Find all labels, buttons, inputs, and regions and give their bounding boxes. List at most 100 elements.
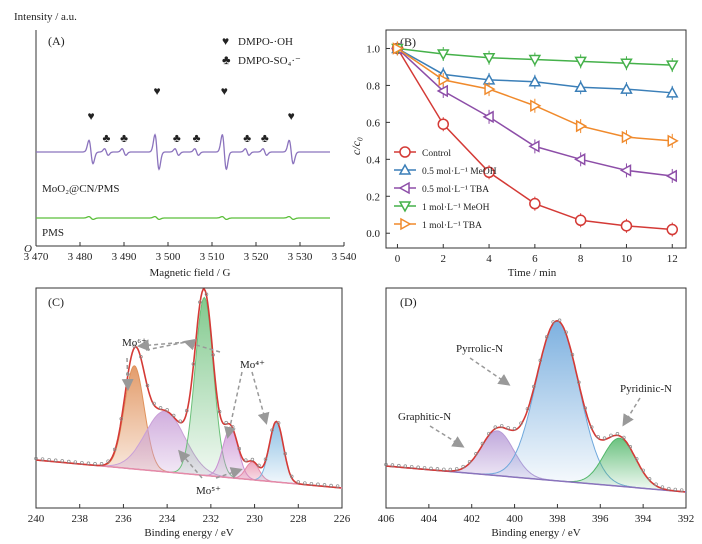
data-point (392, 42, 404, 55)
x-tick-label: 406 (378, 513, 395, 525)
data-point (400, 217, 412, 231)
x-tick-label: 232 (203, 513, 220, 525)
raw-point (263, 457, 268, 461)
so4-marker: ♣ (243, 131, 251, 145)
raw-point (119, 416, 123, 421)
raw-point (480, 441, 485, 446)
raw-point (198, 300, 202, 304)
oh-marker: ♥ (288, 109, 295, 123)
legend-label: 0.5 mol·L⁻¹ MeOH (422, 167, 497, 177)
raw-point (390, 463, 395, 467)
x-tick-label: 228 (290, 513, 307, 525)
panel-a: Intensity / a.u. (A) O 3 470 3 480 3 490 3 … (14, 11, 357, 279)
so4-marker: ♣ (193, 131, 201, 145)
data-point (483, 166, 495, 179)
raw-point (283, 451, 287, 456)
legend-oh-symbol: ♥ (222, 34, 229, 48)
raw-point (538, 358, 543, 363)
x-tick-label: 8 (578, 253, 584, 265)
series-1 mol·L⁻¹ MeOH (391, 41, 679, 73)
raw-point (165, 408, 169, 412)
panel-b-ticks: 0.0 0.2 0.4 0.6 0.8 1.0 0 2 4 6 8 10 12 (366, 43, 678, 265)
label-moo2-cn-pms: MoO₂@CN/PMS (42, 183, 120, 195)
raw-point (654, 482, 658, 486)
x-tick-label: 240 (28, 513, 45, 525)
annotation-mo4: Mo⁴⁺ (240, 359, 265, 371)
panel-a-label: (A) (48, 34, 65, 48)
x-tick-label: 226 (334, 513, 351, 525)
y-tick-label: 0.2 (366, 191, 380, 203)
data-point (574, 214, 587, 227)
data-point (619, 164, 632, 177)
x-tick-label: 236 (115, 513, 132, 525)
raw-point (132, 344, 137, 348)
data-point (574, 80, 587, 93)
data-point (620, 82, 633, 94)
raw-point (397, 463, 401, 468)
data-point (484, 82, 496, 96)
raw-point (416, 465, 420, 470)
raw-point (435, 467, 440, 471)
raw-point (276, 421, 281, 425)
x-tick-label: 3 530 (288, 251, 313, 263)
raw-point (454, 467, 459, 471)
data-point (575, 119, 588, 133)
label-pyridinic-n: Pyridinic-N (620, 383, 672, 395)
x-tick-label: 3 540 (332, 251, 357, 263)
raw-point (289, 474, 294, 479)
data-point (437, 118, 450, 130)
raw-point (474, 452, 478, 456)
y-tick-label: 0.4 (366, 154, 380, 166)
raw-point (211, 353, 215, 357)
raw-point (525, 407, 530, 411)
raw-point (467, 459, 472, 464)
raw-point (139, 355, 143, 359)
panel-d: (D) 406 404 402 400 398 396 394 392 Binding ene… (378, 287, 694, 539)
raw-point (448, 467, 453, 472)
x-tick-label: 12 (667, 253, 678, 265)
panel-b-series (390, 41, 679, 237)
panel-c-label: (C) (48, 295, 64, 309)
panel-b-legend: Control 0.5 mol·L⁻¹ MeOH 0.5 mol·L⁻¹ TBA 1 … (394, 146, 497, 231)
raw-point (596, 435, 600, 439)
x-tick-label: 2 (441, 253, 447, 265)
data-point (528, 140, 540, 153)
series-1 mol·L⁻¹ TBA (392, 41, 679, 148)
x-tick-label: 238 (71, 513, 88, 525)
raw-point (429, 466, 433, 471)
x-tick-label: 3 490 (112, 251, 137, 263)
raw-point (112, 447, 117, 452)
raw-point (384, 462, 388, 467)
panel-b-xlabel: Time / min (508, 267, 557, 279)
raw-point (519, 421, 523, 425)
x-tick-label: 3 520 (244, 251, 269, 263)
raw-point (647, 477, 652, 481)
raw-point (660, 485, 665, 489)
raw-point (178, 419, 183, 423)
legend-label: 1 mol·L⁻¹ TBA (422, 221, 482, 231)
data-point (436, 84, 449, 98)
data-point (482, 52, 496, 65)
raw-point (589, 425, 594, 429)
raw-point (506, 426, 510, 430)
raw-point (171, 413, 176, 418)
x-tick-label: 3 510 (200, 251, 225, 263)
oh-marker: ♥ (153, 84, 160, 98)
series-pms-spectrum (36, 215, 330, 221)
raw-point (403, 464, 408, 468)
data-point (398, 181, 410, 195)
raw-point (296, 480, 301, 484)
panel-a-xlabel: Magnetic field / G (150, 267, 231, 279)
raw-point (316, 482, 320, 487)
raw-point (628, 444, 633, 449)
panel-d-xlabel: Binding energy / eV (491, 527, 580, 539)
x-tick-label: 10 (621, 253, 633, 265)
raw-point (602, 436, 607, 440)
panel-a-peak-markers: ♥ ♥ ♥ ♥ ♣ ♣ ♣ ♣ ♣ ♣ (87, 84, 294, 145)
raw-point (237, 446, 242, 451)
raw-point (679, 488, 684, 492)
fit-peak (385, 320, 687, 493)
data-point (620, 220, 633, 232)
data-point (620, 58, 633, 70)
raw-point (442, 467, 446, 472)
